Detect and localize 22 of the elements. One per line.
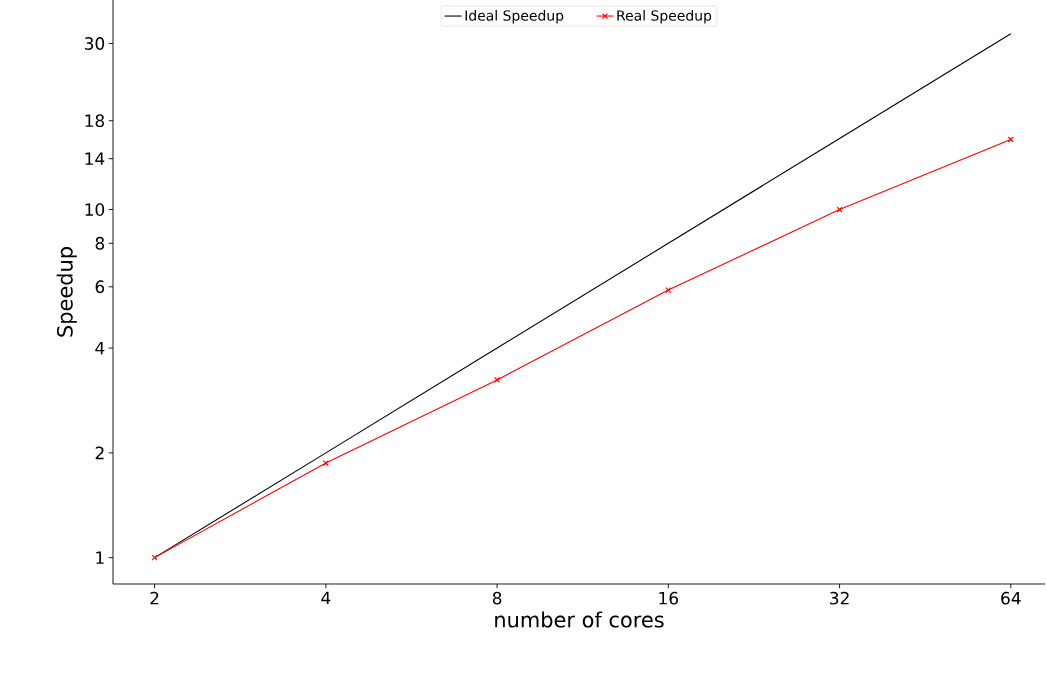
x-tick-label: 2 [150, 591, 159, 605]
y-tick-label: 6 [95, 280, 105, 294]
y-axis-title: Speedup [56, 247, 77, 337]
legend-label: Ideal Speedup [465, 10, 564, 24]
x-tick-label: 16 [659, 591, 679, 605]
x-tick-label: 64 [1001, 591, 1021, 605]
point [665, 287, 672, 294]
x-tick-label: 8 [492, 591, 502, 605]
y-tick-label: 8 [95, 236, 105, 250]
y-tick-label: 2 [95, 446, 104, 460]
x-axis-title: number of cores [495, 611, 664, 628]
point [322, 459, 329, 467]
y-tick-label: 10 [85, 203, 105, 216]
x-tick-label: 4 [321, 591, 331, 605]
point [1007, 136, 1014, 143]
legend-label: Real Speedup [617, 10, 712, 24]
y-tick-label: 1 [96, 551, 104, 564]
x-tick-label: 32 [830, 591, 849, 605]
y-tick-label: 4 [95, 341, 105, 355]
y-tick-label: 18 [85, 114, 105, 128]
y-tick-label: 14 [85, 152, 105, 165]
y-tick-label: 30 [84, 37, 105, 50]
